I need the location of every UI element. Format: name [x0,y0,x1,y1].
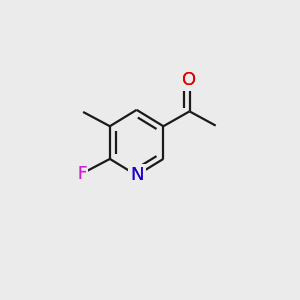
Text: O: O [182,71,197,89]
Text: O: O [182,71,197,89]
Text: F: F [77,165,86,183]
Text: F: F [77,165,86,183]
Text: N: N [130,166,143,184]
Text: N: N [130,166,143,184]
